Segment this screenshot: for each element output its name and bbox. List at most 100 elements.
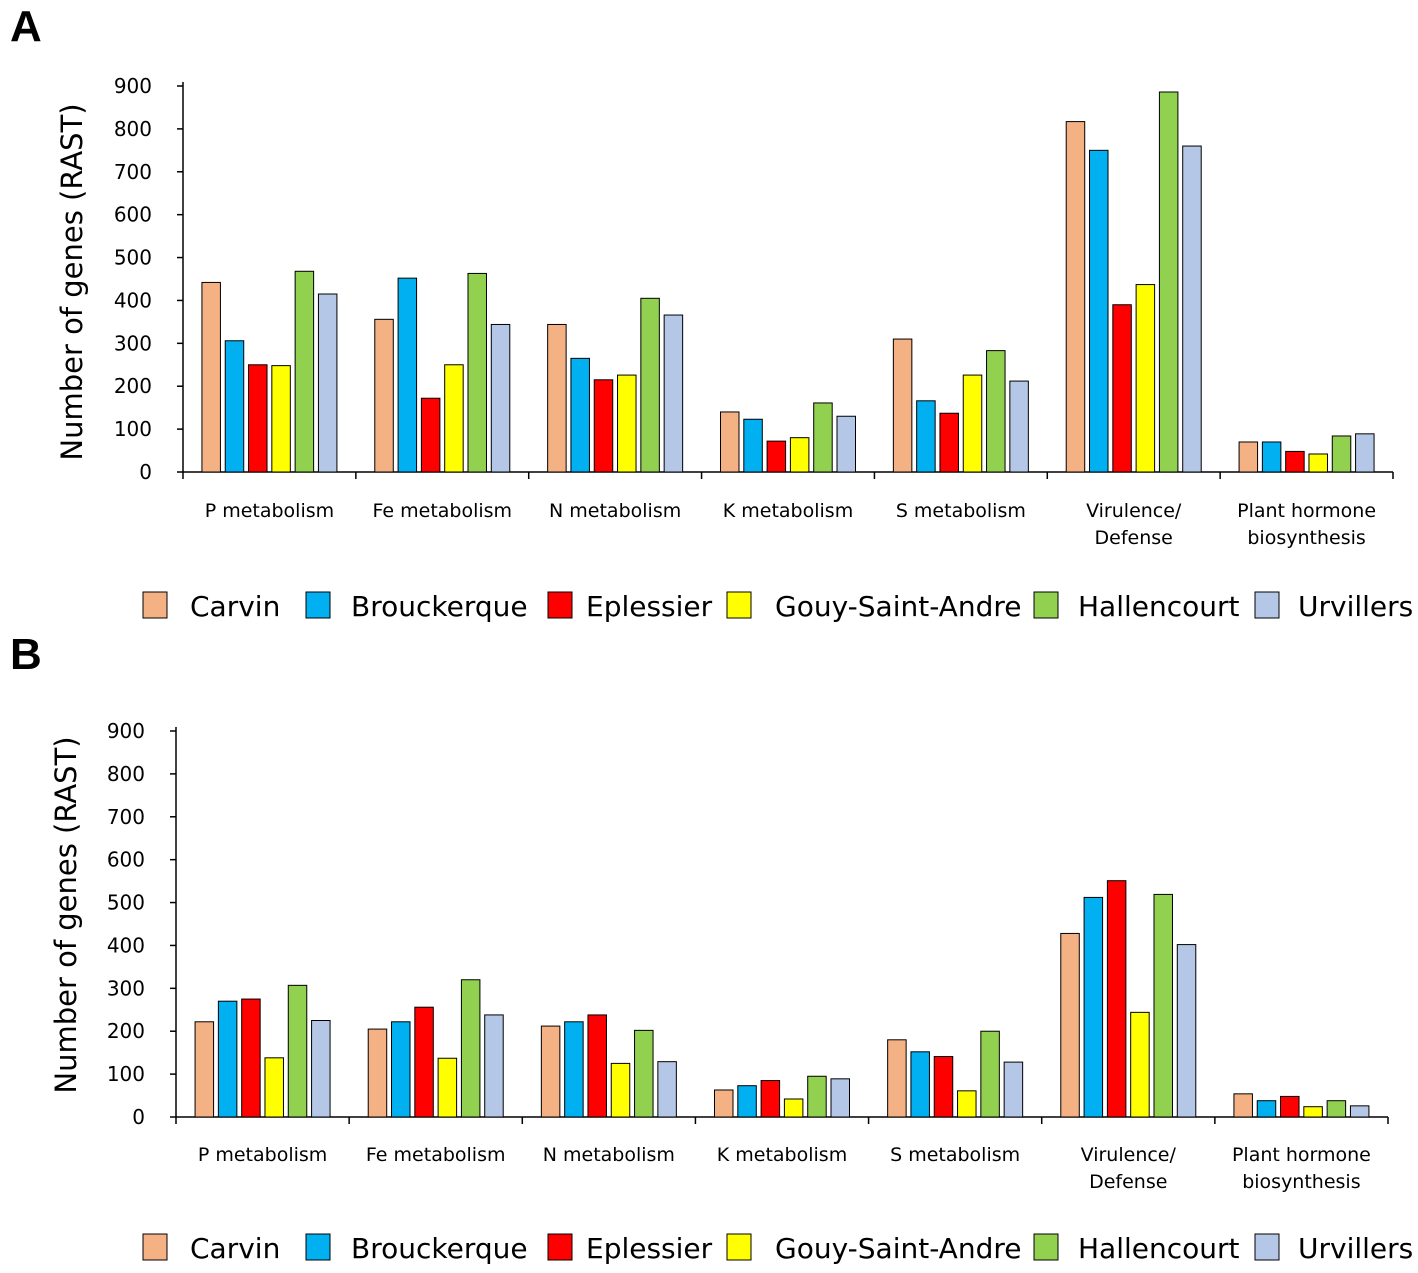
bar	[540, 1025, 561, 1118]
bar	[460, 979, 481, 1118]
y-tick-label: 800	[107, 762, 145, 786]
bar	[1280, 1095, 1300, 1118]
x-category-label: Plant hormone	[1237, 500, 1376, 522]
bar	[1060, 932, 1080, 1118]
y-tick-label: 600	[107, 848, 145, 872]
x-category-label: N metabolism	[549, 500, 681, 522]
bar	[657, 1061, 677, 1118]
x-category-label: Virulence/	[1086, 500, 1182, 522]
y-tick-label: 100	[107, 1062, 145, 1086]
bar	[760, 1080, 781, 1118]
x-category-label: Defense	[1095, 527, 1173, 549]
legend-label: Hallencourt	[1078, 590, 1240, 623]
legend-swatch	[726, 1233, 752, 1261]
bar	[248, 364, 268, 473]
bar	[957, 1090, 977, 1118]
bar	[1182, 145, 1202, 473]
bar	[714, 1089, 734, 1118]
bar	[294, 270, 315, 473]
legend-swatch	[1033, 591, 1059, 619]
x-category-label: K metabolism	[717, 1144, 847, 1166]
bar	[986, 350, 1006, 473]
x-category-label: Fe metabolism	[373, 500, 513, 522]
y-tick-label: 800	[114, 117, 152, 141]
y-tick-label: 700	[107, 805, 145, 829]
legend-swatch	[1254, 1233, 1280, 1261]
bar	[1238, 441, 1259, 473]
x-category-label: Virulence/	[1081, 1144, 1177, 1166]
y-tick-label: 400	[114, 288, 152, 312]
bar	[367, 1028, 388, 1118]
bar	[1326, 1100, 1347, 1118]
bar	[830, 1078, 850, 1118]
bar	[570, 357, 590, 473]
y-axis-title: Number of genes (RAST)	[55, 103, 89, 460]
bar	[610, 1062, 631, 1118]
y-tick-label: 900	[114, 74, 152, 98]
legend-label: Gouy-Saint-Andre	[775, 1232, 1021, 1265]
bar	[640, 297, 660, 473]
y-tick-label: 600	[114, 203, 152, 227]
bar	[1256, 1100, 1277, 1118]
legend-label: Carvin	[190, 1232, 280, 1265]
legend-label: Brouckerque	[351, 1232, 528, 1265]
bar	[807, 1075, 827, 1118]
bar	[490, 323, 511, 473]
x-category-label: biosynthesis	[1242, 1171, 1360, 1193]
legend-label: Urvillers	[1298, 1232, 1413, 1265]
bar	[564, 1021, 584, 1118]
bar	[287, 984, 308, 1118]
y-tick-label: 700	[114, 160, 152, 184]
legend-swatch	[547, 1233, 573, 1261]
bar	[1009, 380, 1029, 473]
bar	[547, 323, 567, 473]
bar	[1106, 880, 1127, 1118]
bar	[1303, 1106, 1323, 1118]
bar	[467, 272, 487, 473]
x-category-label: S metabolism	[890, 1144, 1020, 1166]
legend-label: Gouy-Saint-Andre	[775, 590, 1021, 623]
chart-panel-a: 0 100 200 300 400 500 600 700 800 900 Number of ge…	[55, 74, 1413, 623]
legend-swatch	[305, 591, 331, 619]
bar	[1083, 896, 1104, 1118]
bar	[317, 293, 338, 473]
bar	[484, 1014, 504, 1118]
bar	[587, 1014, 607, 1118]
bar	[224, 340, 245, 473]
bar	[271, 365, 291, 473]
bar	[783, 1098, 804, 1118]
x-category-label: P metabolism	[198, 1144, 327, 1166]
y-tick-label: 0	[132, 1105, 145, 1129]
bar	[1153, 893, 1173, 1118]
bar	[1349, 1105, 1370, 1118]
bar	[1233, 1093, 1253, 1118]
bar	[1089, 149, 1109, 473]
bar	[720, 411, 740, 473]
bar	[1331, 435, 1352, 473]
legend: Carvin Brouckerque Eplessier Gouy-Saint-And…	[142, 1232, 1413, 1265]
x-category-label: K metabolism	[723, 500, 853, 522]
bar	[1135, 284, 1156, 473]
bar	[933, 1056, 954, 1118]
x-category-label: S metabolism	[896, 500, 1026, 522]
bar	[1285, 450, 1305, 473]
bar	[1308, 453, 1328, 473]
legend-swatch	[305, 1233, 331, 1261]
legend-swatch	[726, 591, 752, 619]
y-tick-label: 500	[107, 891, 145, 915]
bar	[939, 412, 959, 473]
bar	[1130, 1011, 1150, 1118]
x-category-label: Plant hormone	[1232, 1144, 1371, 1166]
bar	[892, 338, 913, 473]
y-tick-label: 500	[114, 246, 152, 270]
bar	[1176, 944, 1197, 1118]
bar	[634, 1029, 654, 1118]
y-tick-label: 400	[107, 933, 145, 957]
bar	[1261, 441, 1282, 473]
bar	[420, 397, 441, 473]
x-category-label: biosynthesis	[1247, 527, 1365, 549]
bar	[397, 277, 418, 473]
y-tick-label: 300	[114, 331, 152, 355]
bar	[737, 1085, 757, 1118]
